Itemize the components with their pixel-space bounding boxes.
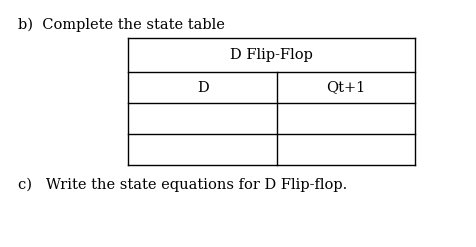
Text: c)   Write the state equations for D Flip-flop.: c) Write the state equations for D Flip-… [18, 178, 347, 192]
Text: Qt+1: Qt+1 [326, 81, 365, 95]
Text: b)  Complete the state table: b) Complete the state table [18, 18, 224, 32]
Text: D: D [196, 81, 208, 95]
Text: D Flip-Flop: D Flip-Flop [229, 48, 312, 62]
